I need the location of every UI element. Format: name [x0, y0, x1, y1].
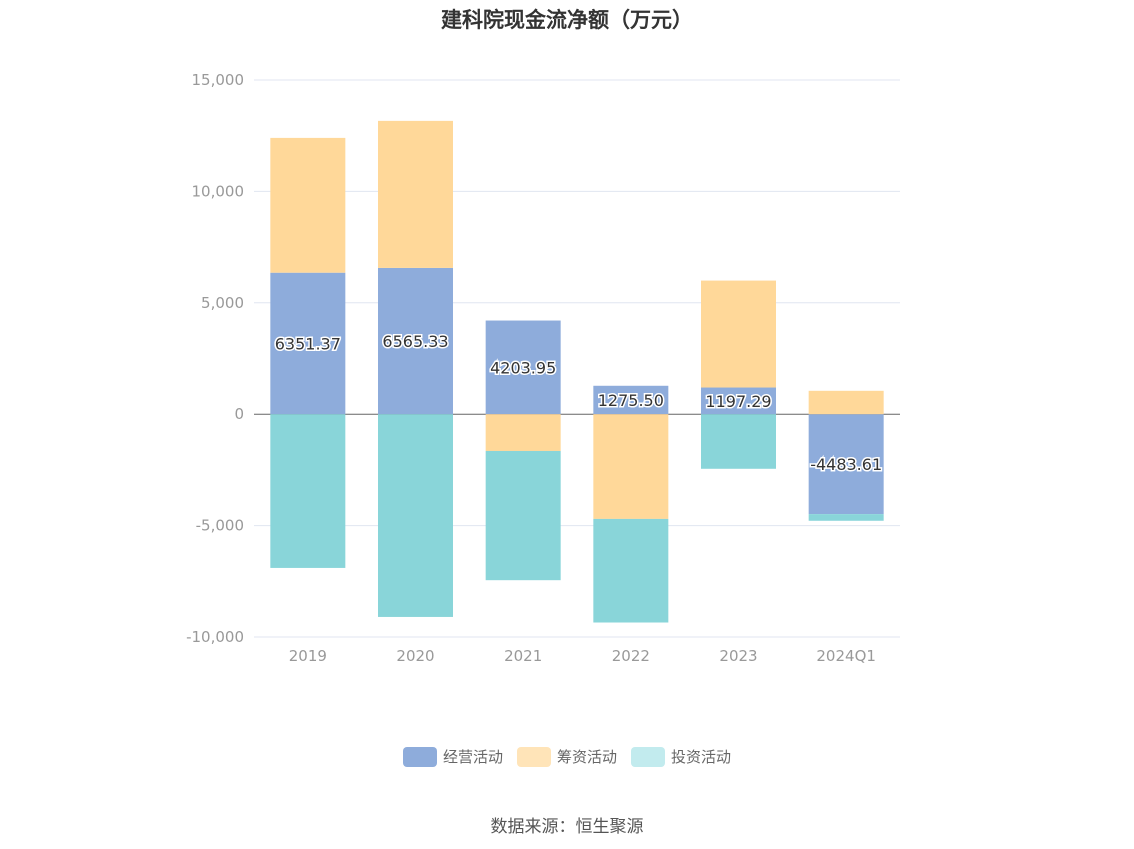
bar-segment-operating — [485, 320, 561, 415]
x-tick-label: 2024Q1 — [816, 647, 876, 665]
bar-segment-investing — [701, 414, 776, 469]
bar-segment-operating — [378, 267, 453, 415]
bar-segment-investing — [808, 514, 884, 521]
y-tick-label: -10,000 — [186, 628, 244, 646]
bar-value-label: -4483.61 — [810, 455, 882, 474]
y-tick-label: 0 — [234, 405, 244, 423]
bar-value-label: 1275.50 — [598, 391, 664, 410]
legend-swatch-investing — [631, 746, 665, 767]
grid-layer — [254, 79, 900, 638]
x-tick-label: 2019 — [289, 647, 327, 665]
bar-value-label: 1197.29 — [705, 392, 771, 411]
bar-segment-financing — [485, 414, 561, 451]
legend-item-operating[interactable]: 经营活动 — [402, 746, 503, 767]
bar-segment-operating — [808, 414, 884, 515]
y-tick-label: 10,000 — [192, 182, 245, 200]
labels-layer: 6351.37 6565.33 4203.95 1275.50 1197.29 -4483… — [273, 331, 883, 476]
bar-segment-operating — [270, 272, 346, 415]
legend: 经营活动 筹资活动 投资活动 — [0, 746, 1134, 767]
bar-segment-financing — [808, 390, 884, 415]
legend-label-operating: 经营活动 — [442, 748, 503, 766]
bar-segment-investing — [485, 450, 561, 581]
legend-item-investing[interactable]: 投资活动 — [631, 746, 731, 767]
legend-swatch-financing — [516, 746, 551, 767]
bar-segment-operating — [701, 387, 776, 415]
x-tick-label: 2022 — [612, 647, 650, 665]
bar-value-label: 6565.33 — [382, 332, 448, 351]
x-tick-label: 2021 — [504, 647, 542, 665]
bar-segment-investing — [378, 414, 453, 617]
data-source: 数据来源：恒生聚源 — [490, 817, 644, 837]
bar-segment-financing — [593, 414, 669, 519]
bar-segment-investing — [593, 518, 669, 623]
bar-segment-investing — [270, 414, 346, 568]
legend-item-financing[interactable]: 筹资活动 — [516, 746, 617, 767]
legend-swatch-operating — [402, 746, 437, 767]
bar-value-label: 4203.95 — [490, 358, 556, 377]
x-tick-label: 2020 — [396, 647, 434, 665]
y-tick-label: 15,000 — [192, 71, 245, 89]
bar-segment-operating — [593, 385, 669, 415]
y-tick-label: -5,000 — [196, 517, 244, 535]
bar-segment-financing — [701, 280, 776, 388]
bar-segment-financing — [378, 120, 453, 268]
legend-label-financing: 筹资活动 — [556, 748, 617, 766]
bars-layer — [270, 120, 884, 623]
bar-segment-financing — [270, 137, 346, 273]
chart-title: 建科院现金流净额（万元） — [441, 8, 693, 32]
legend-label-investing: 投资活动 — [671, 748, 732, 766]
x-tick-label: 2023 — [719, 647, 757, 665]
y-tick-label: 5,000 — [201, 294, 244, 312]
bar-value-label: 6351.37 — [275, 334, 341, 353]
axis-layer: 15,000 10,000 5,000 0 -5,000 -10,000 2019 2020 2… — [186, 71, 876, 665]
